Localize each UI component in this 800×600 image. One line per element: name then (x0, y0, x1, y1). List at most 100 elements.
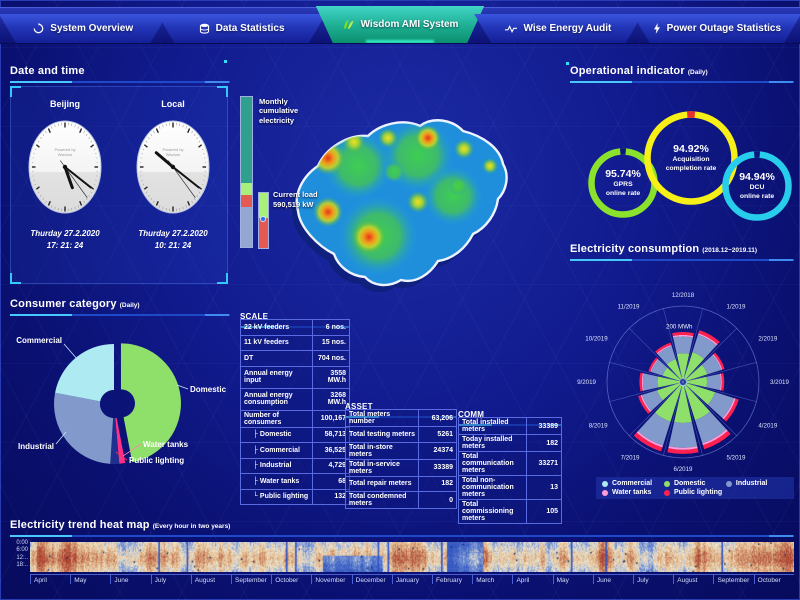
region-heat-map[interactable] (268, 96, 536, 310)
consumption-rose-chart[interactable]: 12/2018 1/2019 2/2019 3/2019 4/2019 5/2019 6/2… (566, 288, 798, 476)
rose-sector-11-2019-industrial[interactable] (657, 345, 676, 365)
rose-sector-6-2019-commercial[interactable] (682, 384, 684, 387)
rose-sector-12-2018-public-lighting[interactable] (672, 331, 694, 337)
pie-slice-industrial[interactable] (53, 392, 114, 464)
month-label: September (713, 575, 753, 584)
tab-data-statistics[interactable]: Data Statistics (157, 14, 325, 43)
rose-spoke (682, 328, 737, 383)
rose-sector-7-2019-industrial[interactable] (637, 412, 671, 446)
rose-month-label: 7/2019 (621, 454, 640, 461)
rose-sector-12-2018-commercial[interactable] (682, 378, 684, 380)
rose-sector-4-2019-domestic[interactable] (686, 383, 716, 405)
rose-sector-10-2019-public-lighting[interactable] (648, 357, 658, 372)
consumer-category-pie-chart[interactable]: Domestic Water tanks Public lighting Indust… (12, 312, 228, 508)
rose-sector-6-2019-domestic[interactable] (674, 386, 692, 423)
rose-sector-1-2019-commercial[interactable] (683, 378, 686, 380)
rose-sector-11-2019-public-lighting[interactable] (655, 342, 672, 354)
rose-sector-4-2019-public-lighting[interactable] (723, 398, 739, 422)
row-label: Total meters number (344, 409, 420, 427)
rose-sector-9-2019-industrial[interactable] (642, 373, 659, 391)
rose-sector-8-2019-industrial[interactable] (641, 390, 663, 412)
gauge-acquisition-completion-rate[interactable]: 94.92% Acquisition completion rate (643, 110, 739, 206)
rose-sector-5-2019-domestic[interactable] (684, 385, 711, 421)
rose-sector-1-2019-water-tanks[interactable] (697, 333, 718, 346)
rose-sector-12-2018-water-tanks[interactable] (672, 334, 694, 338)
rose-sector-2-2019-public-lighting[interactable] (713, 352, 725, 370)
rose-sector-9-2019-domestic[interactable] (657, 376, 680, 388)
rose-sector-7-2019-water-tanks[interactable] (636, 431, 663, 448)
tab-power-outage-statistics[interactable]: Power Outage Statistics (633, 14, 800, 43)
row-value: 33389 (418, 458, 457, 477)
pie-slice-water-tanks[interactable] (115, 417, 126, 464)
tab-wise-energy-audit[interactable]: Wise Energy Audit (474, 14, 642, 43)
rose-sector-3-2019-water-tanks[interactable] (719, 373, 722, 391)
rose-sector-11-2019-domestic[interactable] (666, 359, 682, 380)
rose-sector-1-2019-domestic[interactable] (684, 352, 705, 379)
rose-sector-7-2019-public-lighting[interactable] (633, 432, 663, 452)
rose-sector-8-2019-public-lighting[interactable] (638, 395, 651, 414)
rose-sector-10-2019-water-tanks[interactable] (650, 358, 659, 372)
rose-sector-3-2019-industrial[interactable] (706, 373, 721, 391)
rose-sector-3-2019-commercial[interactable] (685, 381, 687, 383)
rose-sector-10-2019-industrial[interactable] (651, 359, 668, 376)
rose-sector-6-2019-public-lighting[interactable] (667, 448, 699, 454)
rose-sector-7-2019-domestic[interactable] (654, 385, 682, 422)
gauge-dcu-online-rate[interactable]: 94.94% DCU online rate (721, 150, 793, 222)
row-value: 33389 (525, 417, 563, 435)
legend-item-domestic[interactable]: Domestic (663, 480, 726, 487)
consumption-title: Electricity consumption (570, 243, 700, 255)
rose-sector-12-2018-industrial[interactable] (673, 336, 693, 354)
rose-sector-11-2019-water-tanks[interactable] (656, 344, 672, 355)
rose-sector-9-2019-water-tanks[interactable] (641, 373, 644, 391)
table-row: Number of consumers 100,167 (240, 409, 351, 428)
rose-sector-10-2019-domestic[interactable] (662, 367, 681, 381)
rose-sector-9-2019-public-lighting[interactable] (639, 372, 643, 392)
rose-sector-4-2019-commercial[interactable] (685, 382, 687, 385)
rose-sector-6-2019-water-tanks[interactable] (668, 446, 698, 450)
rose-sector-2-2019-water-tanks[interactable] (712, 354, 723, 370)
rose-sector-4-2019-industrial[interactable] (707, 392, 735, 419)
electricity-trend-heatmap[interactable] (30, 542, 794, 572)
current-load-bar (258, 192, 269, 249)
rose-sector-2-2019-domestic[interactable] (685, 364, 708, 381)
rose-sector-10-2019-commercial[interactable] (679, 379, 681, 382)
row-value: 58,713 (311, 426, 351, 443)
table-row: Total condemned meters 0 (344, 491, 457, 509)
pie-slice-commercial[interactable] (55, 344, 114, 402)
rose-sector-8-2019-water-tanks[interactable] (640, 394, 652, 413)
rose-sector-9-2019-commercial[interactable] (679, 381, 681, 383)
gauge-value: 95.74% (605, 167, 641, 180)
rose-sector-1-2019-industrial[interactable] (692, 334, 717, 359)
rose-sector-1-2019-public-lighting[interactable] (698, 330, 720, 345)
rose-sector-5-2019-public-lighting[interactable] (702, 430, 731, 450)
rose-sector-5-2019-industrial[interactable] (695, 411, 727, 444)
rose-sector-11-2019-commercial[interactable] (680, 378, 683, 380)
rose-sector-8-2019-commercial[interactable] (679, 382, 681, 385)
pie-slice-domestic[interactable] (120, 343, 181, 463)
rose-sector-5-2019-water-tanks[interactable] (702, 429, 728, 446)
row-value: 3558 MW.h (311, 365, 351, 389)
table-row: Total in-store meters 24374 (344, 441, 457, 460)
tab-wisdom-ami-system[interactable]: Wisdom AMI System (316, 6, 484, 43)
heat-spot (343, 131, 365, 153)
rose-sector-3-2019-public-lighting[interactable] (720, 373, 725, 391)
row-label: Total testing meters (344, 426, 420, 443)
rose-sector-6-2019-industrial[interactable] (668, 421, 698, 448)
gauge-gprs-online-rate[interactable]: 95.74% GPRS online rate (587, 147, 659, 219)
rose-sector-5-2019-commercial[interactable] (683, 384, 687, 387)
rose-sector-7-2019-commercial[interactable] (679, 384, 683, 387)
rose-sector-3-2019-domestic[interactable] (686, 376, 708, 388)
rose-sector-2-2019-commercial[interactable] (685, 379, 687, 382)
legend-item-water-tanks[interactable]: Water tanks (602, 489, 664, 496)
rose-sector-2-2019-industrial[interactable] (701, 354, 722, 375)
rose-spoke (663, 308, 684, 383)
tab-system-overview[interactable]: System Overview (0, 14, 167, 43)
legend-item-public-lighting[interactable]: Public lighting (663, 489, 726, 496)
rose-month-label: 10/2019 (585, 336, 608, 343)
rose-sector-8-2019-domestic[interactable] (657, 383, 681, 401)
legend-item-commercial[interactable]: Commercial (602, 480, 664, 487)
legend-item-industrial[interactable]: Industrial (725, 480, 788, 487)
rose-sector-4-2019-water-tanks[interactable] (722, 398, 736, 420)
rose-sector-12-2018-domestic[interactable] (676, 353, 690, 379)
legend-label: Public lighting (673, 489, 723, 496)
